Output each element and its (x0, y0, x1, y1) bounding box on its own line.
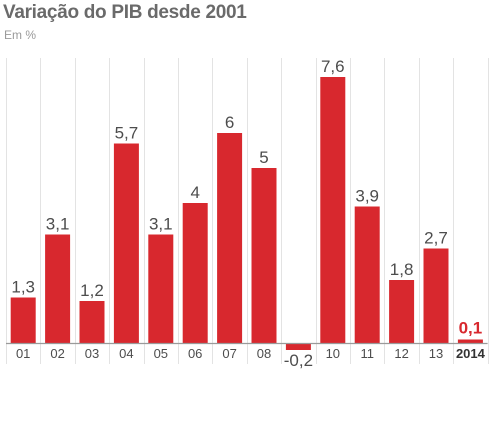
bar-06 (182, 203, 208, 343)
value-label-13: 2,7 (424, 229, 448, 248)
bars (10, 77, 483, 350)
tick-label-02: 02 (50, 346, 64, 361)
bar-03 (79, 301, 105, 343)
value-label-07: 6 (225, 113, 234, 132)
bar-2014 (457, 339, 483, 343)
bar-10 (320, 77, 346, 343)
tick-label-04: 04 (119, 346, 133, 361)
value-labels: 1,3 3,1 1,2 5,7 3,1 4 6 5 -0,2 7,6 3,9 1,8 2,7 0,1 (11, 57, 482, 370)
value-label-05: 3,1 (149, 215, 173, 234)
bar-12 (389, 280, 415, 343)
bar-11 (354, 206, 380, 343)
bar-05 (148, 234, 174, 343)
bar-09 (285, 343, 311, 350)
value-label-09: -0,2 (284, 351, 313, 370)
bar-04 (113, 143, 139, 343)
value-label-11: 3,9 (355, 187, 379, 206)
tick-label-13: 13 (429, 346, 443, 361)
tick-label-06: 06 (188, 346, 202, 361)
chart-subtitle: Em % (4, 28, 37, 42)
tick-label-11: 11 (360, 346, 374, 361)
tick-label-01: 01 (16, 346, 30, 361)
tick-label-07: 07 (222, 346, 236, 361)
bar-07 (217, 133, 243, 343)
tick-label-08: 08 (257, 346, 271, 361)
tick-label-03: 03 (85, 346, 99, 361)
value-label-12: 1,8 (390, 260, 414, 279)
value-label-2014: 0,1 (459, 319, 483, 338)
tick-label-05: 05 (154, 346, 168, 361)
bar-02 (45, 234, 71, 343)
bar-13 (423, 248, 449, 343)
bar-01 (10, 297, 36, 343)
value-label-01: 1,3 (11, 278, 35, 297)
bar-08 (251, 168, 277, 343)
value-label-03: 1,2 (80, 281, 104, 300)
value-label-02: 3,1 (46, 215, 70, 234)
tick-label-2014: 2014 (456, 346, 486, 361)
value-label-06: 4 (190, 183, 199, 202)
value-label-04: 5,7 (115, 124, 139, 143)
value-label-10: 7,6 (321, 57, 345, 76)
x-tick-labels: 01 02 03 04 05 06 07 08 10 11 12 13 2014 (16, 346, 486, 361)
value-label-08: 5 (259, 148, 268, 167)
tick-label-10: 10 (326, 346, 340, 361)
tick-label-12: 12 (394, 346, 408, 361)
chart-title: Variação do PIB desde 2001 (3, 2, 247, 23)
grid-lines (6, 58, 489, 364)
